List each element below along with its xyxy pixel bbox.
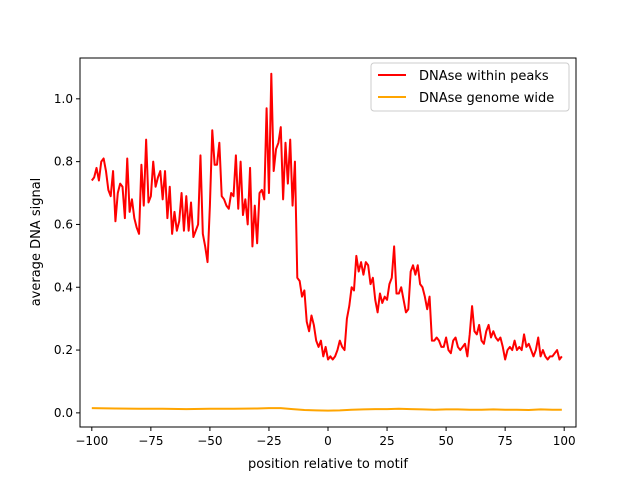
x-tick-label: −25	[256, 434, 281, 448]
legend-frame	[370, 62, 570, 112]
x-tick-label: 100	[553, 434, 576, 448]
y-axis-label: average DNA signal	[29, 178, 44, 307]
y-tick-label: 0.4	[54, 280, 73, 294]
series-line-0	[91, 72, 563, 361]
y-tick-label: 0.8	[54, 155, 73, 169]
series-layer	[91, 72, 563, 412]
x-tick-label: 0	[324, 434, 332, 448]
y-tick-label: 1.0	[54, 92, 73, 106]
y-axis: 0.0 0.2 0.4 0.6 0.8 1.0	[54, 92, 80, 420]
y-tick-label: 0.0	[54, 406, 73, 420]
x-tick-label: −50	[197, 434, 222, 448]
series-line-1	[91, 407, 562, 412]
x-axis-label: position relative to motif	[248, 457, 408, 472]
legend-label-within-peaks: DNAse within peaks	[419, 69, 549, 84]
x-tick-label: 50	[438, 434, 453, 448]
x-tick-label: −75	[138, 434, 163, 448]
x-tick-label: 75	[498, 434, 513, 448]
y-tick-label: 0.2	[54, 343, 73, 357]
legend: DNAse within peaks DNAse genome wide	[370, 62, 570, 112]
legend-label-genome-wide: DNAse genome wide	[419, 91, 554, 106]
x-tick-label: 25	[379, 434, 394, 448]
y-tick-label: 0.6	[54, 217, 73, 231]
x-tick-label: −100	[75, 434, 108, 448]
plot-frame	[79, 57, 577, 428]
x-axis: −100 −75 −50 −25 0 25 50 75 100	[75, 427, 576, 448]
